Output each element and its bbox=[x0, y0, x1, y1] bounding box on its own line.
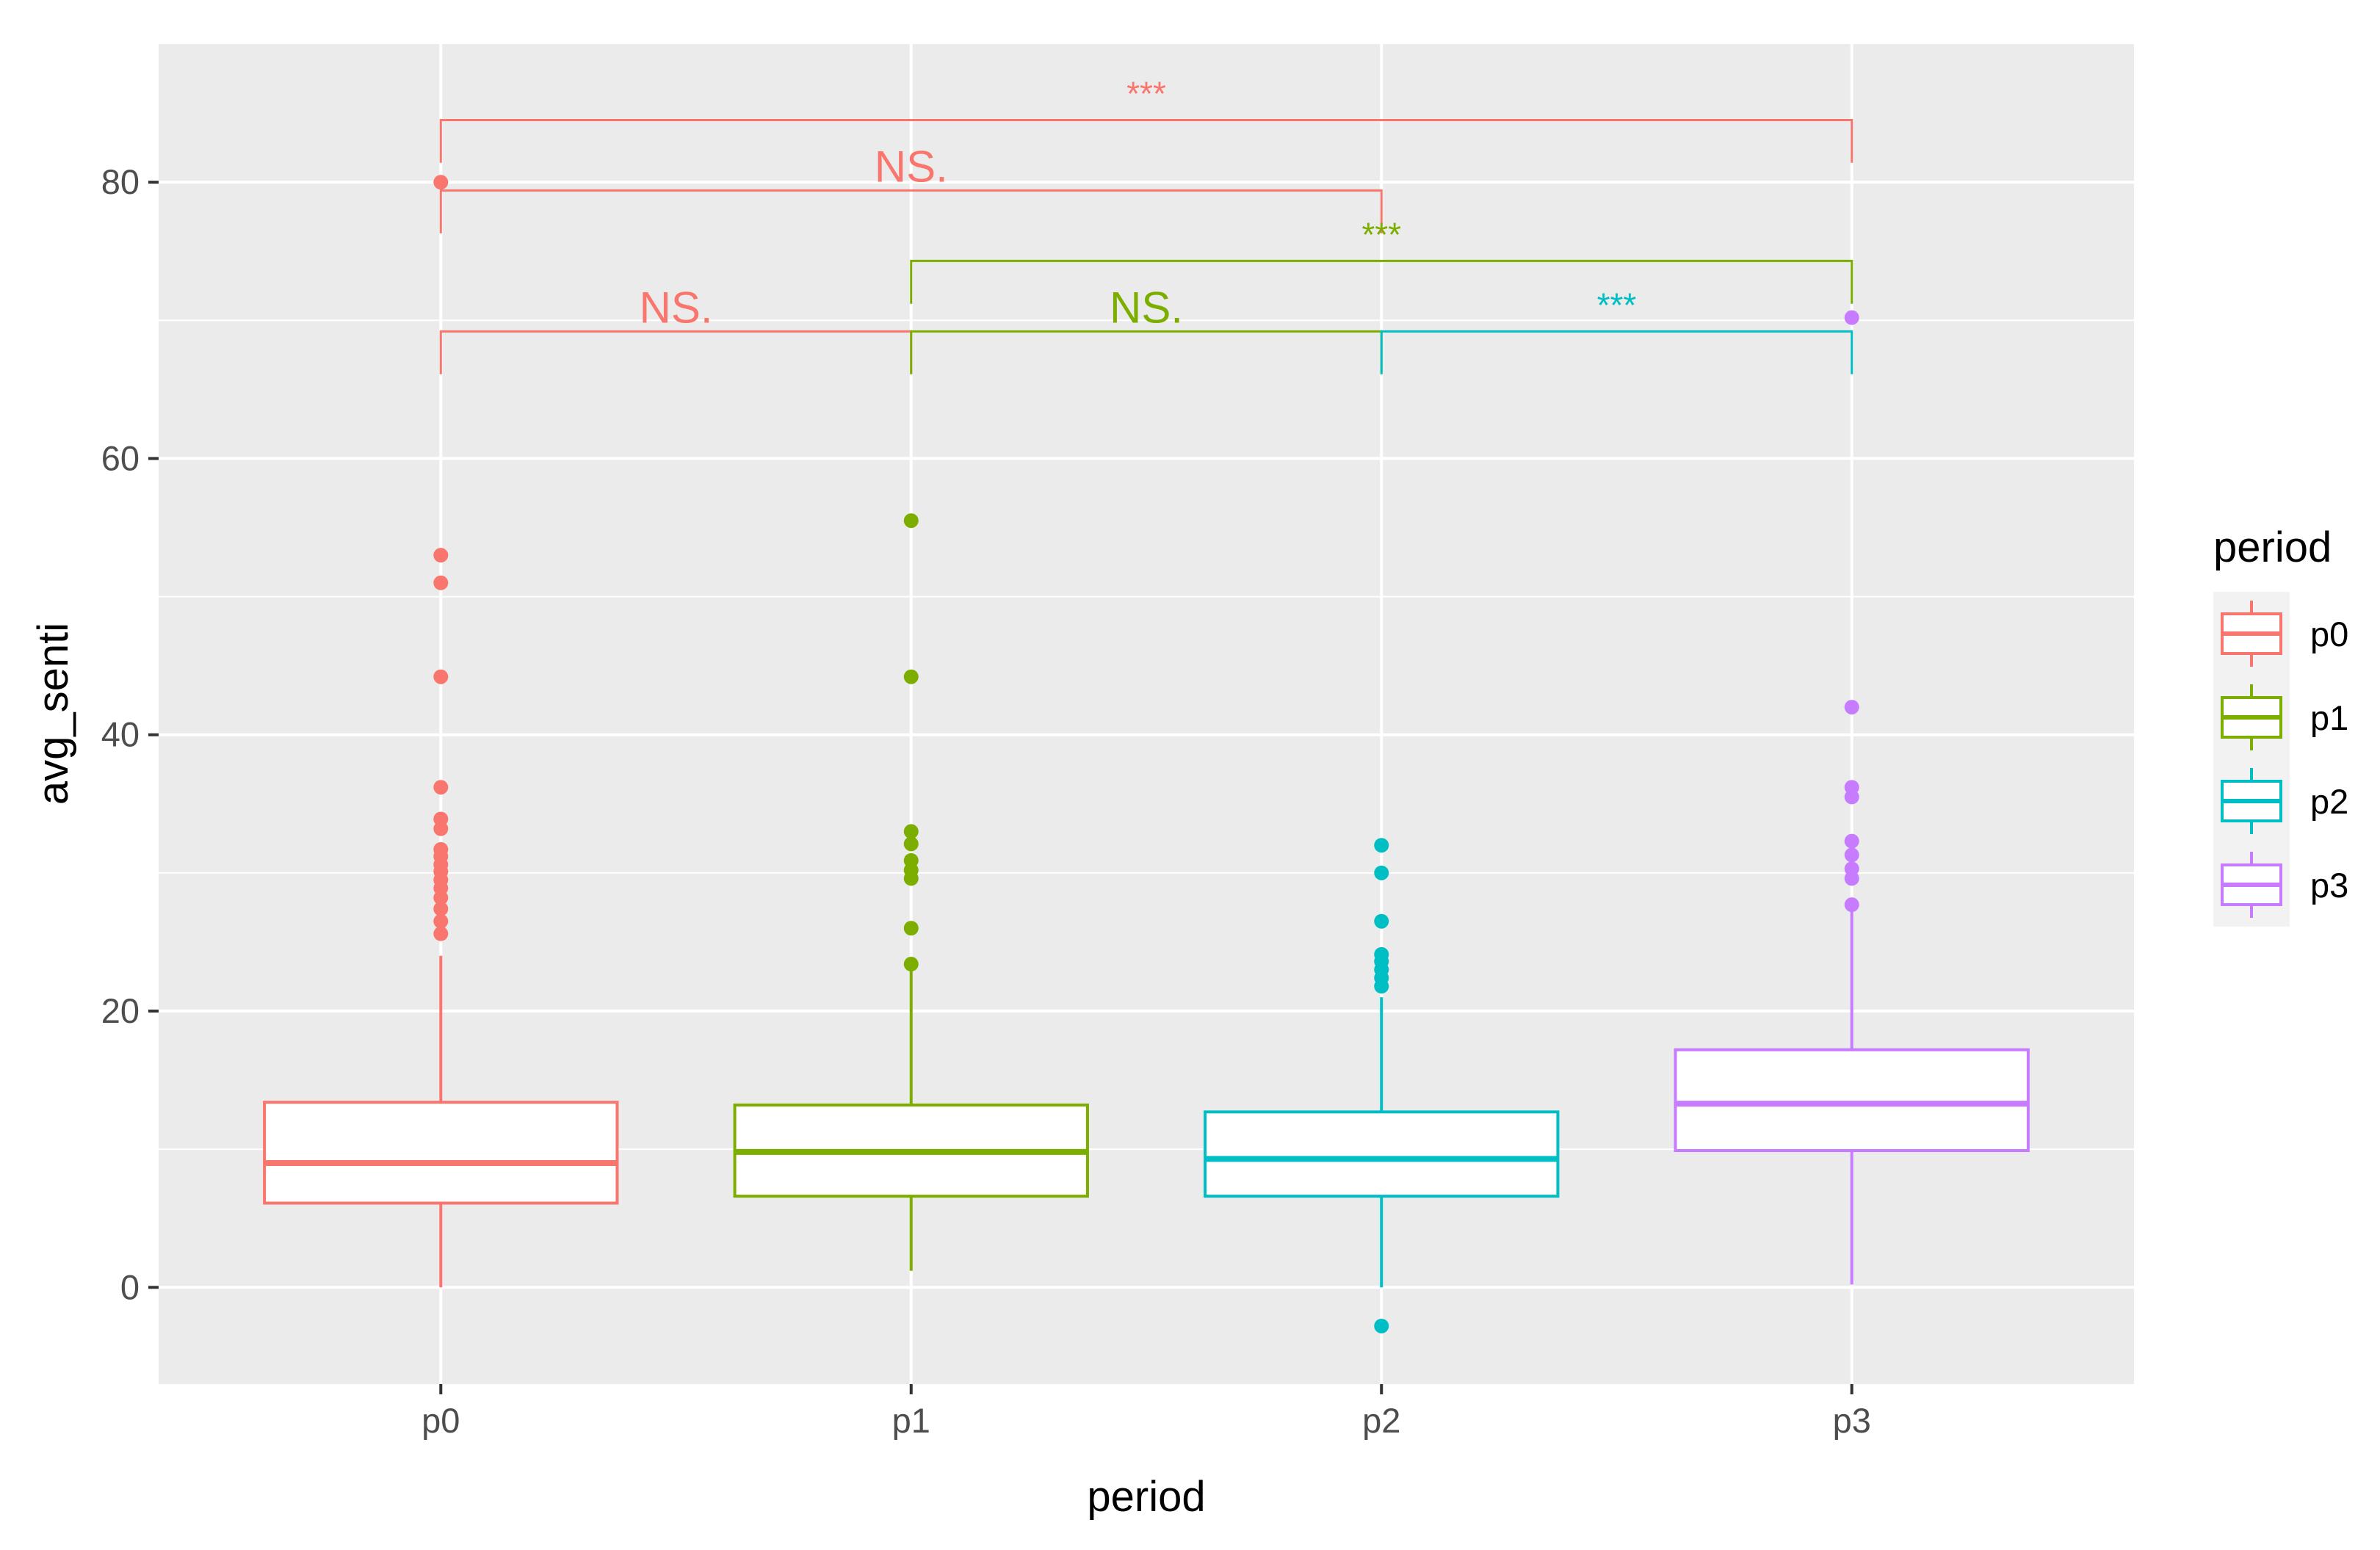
outlier-point bbox=[1374, 913, 1389, 929]
bracket-line bbox=[439, 118, 1853, 163]
outlier-point bbox=[433, 926, 449, 941]
outlier-point bbox=[903, 852, 919, 868]
x-axis: p0 p1 p2 p3 bbox=[422, 1384, 1871, 1440]
outlier-point bbox=[433, 811, 449, 827]
legend-key-p1: p1 bbox=[2213, 676, 2348, 759]
box-iqr bbox=[1674, 1048, 2030, 1153]
bracket-p2-p3: *** bbox=[1380, 286, 1853, 374]
bracket-line bbox=[910, 259, 1853, 304]
legend-label: p3 bbox=[2310, 866, 2348, 905]
bracket-p0-p2: NS. bbox=[439, 142, 1383, 233]
box-p0 bbox=[263, 175, 619, 1288]
bracket-label: NS. bbox=[875, 142, 948, 191]
y-axis: 0 20 40 60 80 bbox=[101, 162, 159, 1306]
significance-brackets: *** NS. *** NS. NS. *** bbox=[439, 74, 1853, 374]
outlier-point bbox=[1374, 1318, 1389, 1333]
bracket-p1-p3: *** bbox=[910, 215, 1853, 304]
legend-label: p2 bbox=[2310, 782, 2348, 821]
outlier-point bbox=[1844, 897, 1859, 913]
outlier-point bbox=[433, 575, 449, 590]
bracket-p0-p3: *** bbox=[439, 74, 1853, 163]
box-p2 bbox=[1204, 838, 1560, 1333]
outlier-point bbox=[903, 824, 919, 839]
outlier-point bbox=[1844, 310, 1859, 325]
bracket-label: *** bbox=[1597, 286, 1637, 324]
outlier-point bbox=[903, 921, 919, 936]
x-tick-label: p3 bbox=[1833, 1401, 1871, 1440]
x-tick-label: p1 bbox=[892, 1401, 930, 1440]
legend: period p0 p1 p2 p3 bbox=[2213, 524, 2348, 927]
box-p3 bbox=[1674, 310, 2030, 1285]
legend-key-p0: p0 bbox=[2213, 592, 2348, 676]
x-axis-title: period bbox=[1087, 1473, 1205, 1521]
boxes bbox=[263, 175, 2030, 1333]
outlier-point bbox=[903, 957, 919, 972]
bracket-label: NS. bbox=[1110, 283, 1183, 332]
legend-title: period bbox=[2213, 524, 2332, 571]
outlier-point bbox=[903, 836, 919, 852]
bracket-label: *** bbox=[1361, 215, 1401, 253]
outlier-point bbox=[433, 913, 449, 929]
outlier-point bbox=[1844, 700, 1859, 715]
box-p1 bbox=[733, 513, 1089, 1271]
outlier-point bbox=[1844, 780, 1859, 795]
bracket-label: *** bbox=[1126, 74, 1166, 112]
legend-label: p1 bbox=[2310, 698, 2348, 737]
y-axis-title: avg_senti bbox=[29, 623, 77, 805]
x-tick-label: p0 bbox=[422, 1401, 460, 1440]
outlier-point bbox=[1374, 865, 1389, 880]
y-tick-label: 40 bbox=[101, 715, 140, 754]
y-tick-label: 80 bbox=[101, 162, 140, 201]
outlier-point bbox=[1844, 833, 1859, 849]
outlier-point bbox=[433, 780, 449, 795]
outlier-point bbox=[433, 548, 449, 563]
outlier-point bbox=[903, 669, 919, 684]
legend-key-p2: p2 bbox=[2213, 759, 2348, 843]
legend-key-p3: p3 bbox=[2213, 843, 2348, 927]
bracket-line bbox=[1380, 330, 1853, 374]
outlier-point bbox=[1374, 838, 1389, 853]
y-tick-label: 0 bbox=[120, 1267, 140, 1306]
outlier-point bbox=[1844, 861, 1859, 877]
box-iqr bbox=[1204, 1110, 1560, 1198]
legend-label: p0 bbox=[2310, 615, 2348, 653]
outlier-point bbox=[433, 901, 449, 916]
box-iqr bbox=[263, 1101, 619, 1205]
bracket-label: NS. bbox=[640, 283, 713, 332]
outlier-point bbox=[433, 841, 449, 857]
outlier-point bbox=[1374, 946, 1389, 962]
bracket-line bbox=[439, 189, 1383, 233]
outlier-point bbox=[433, 669, 449, 684]
y-tick-label: 20 bbox=[101, 991, 140, 1030]
x-tick-label: p2 bbox=[1362, 1401, 1400, 1440]
y-tick-label: 60 bbox=[101, 438, 140, 477]
outlier-point bbox=[433, 175, 449, 190]
outlier-point bbox=[1844, 847, 1859, 863]
outlier-point bbox=[903, 513, 919, 529]
